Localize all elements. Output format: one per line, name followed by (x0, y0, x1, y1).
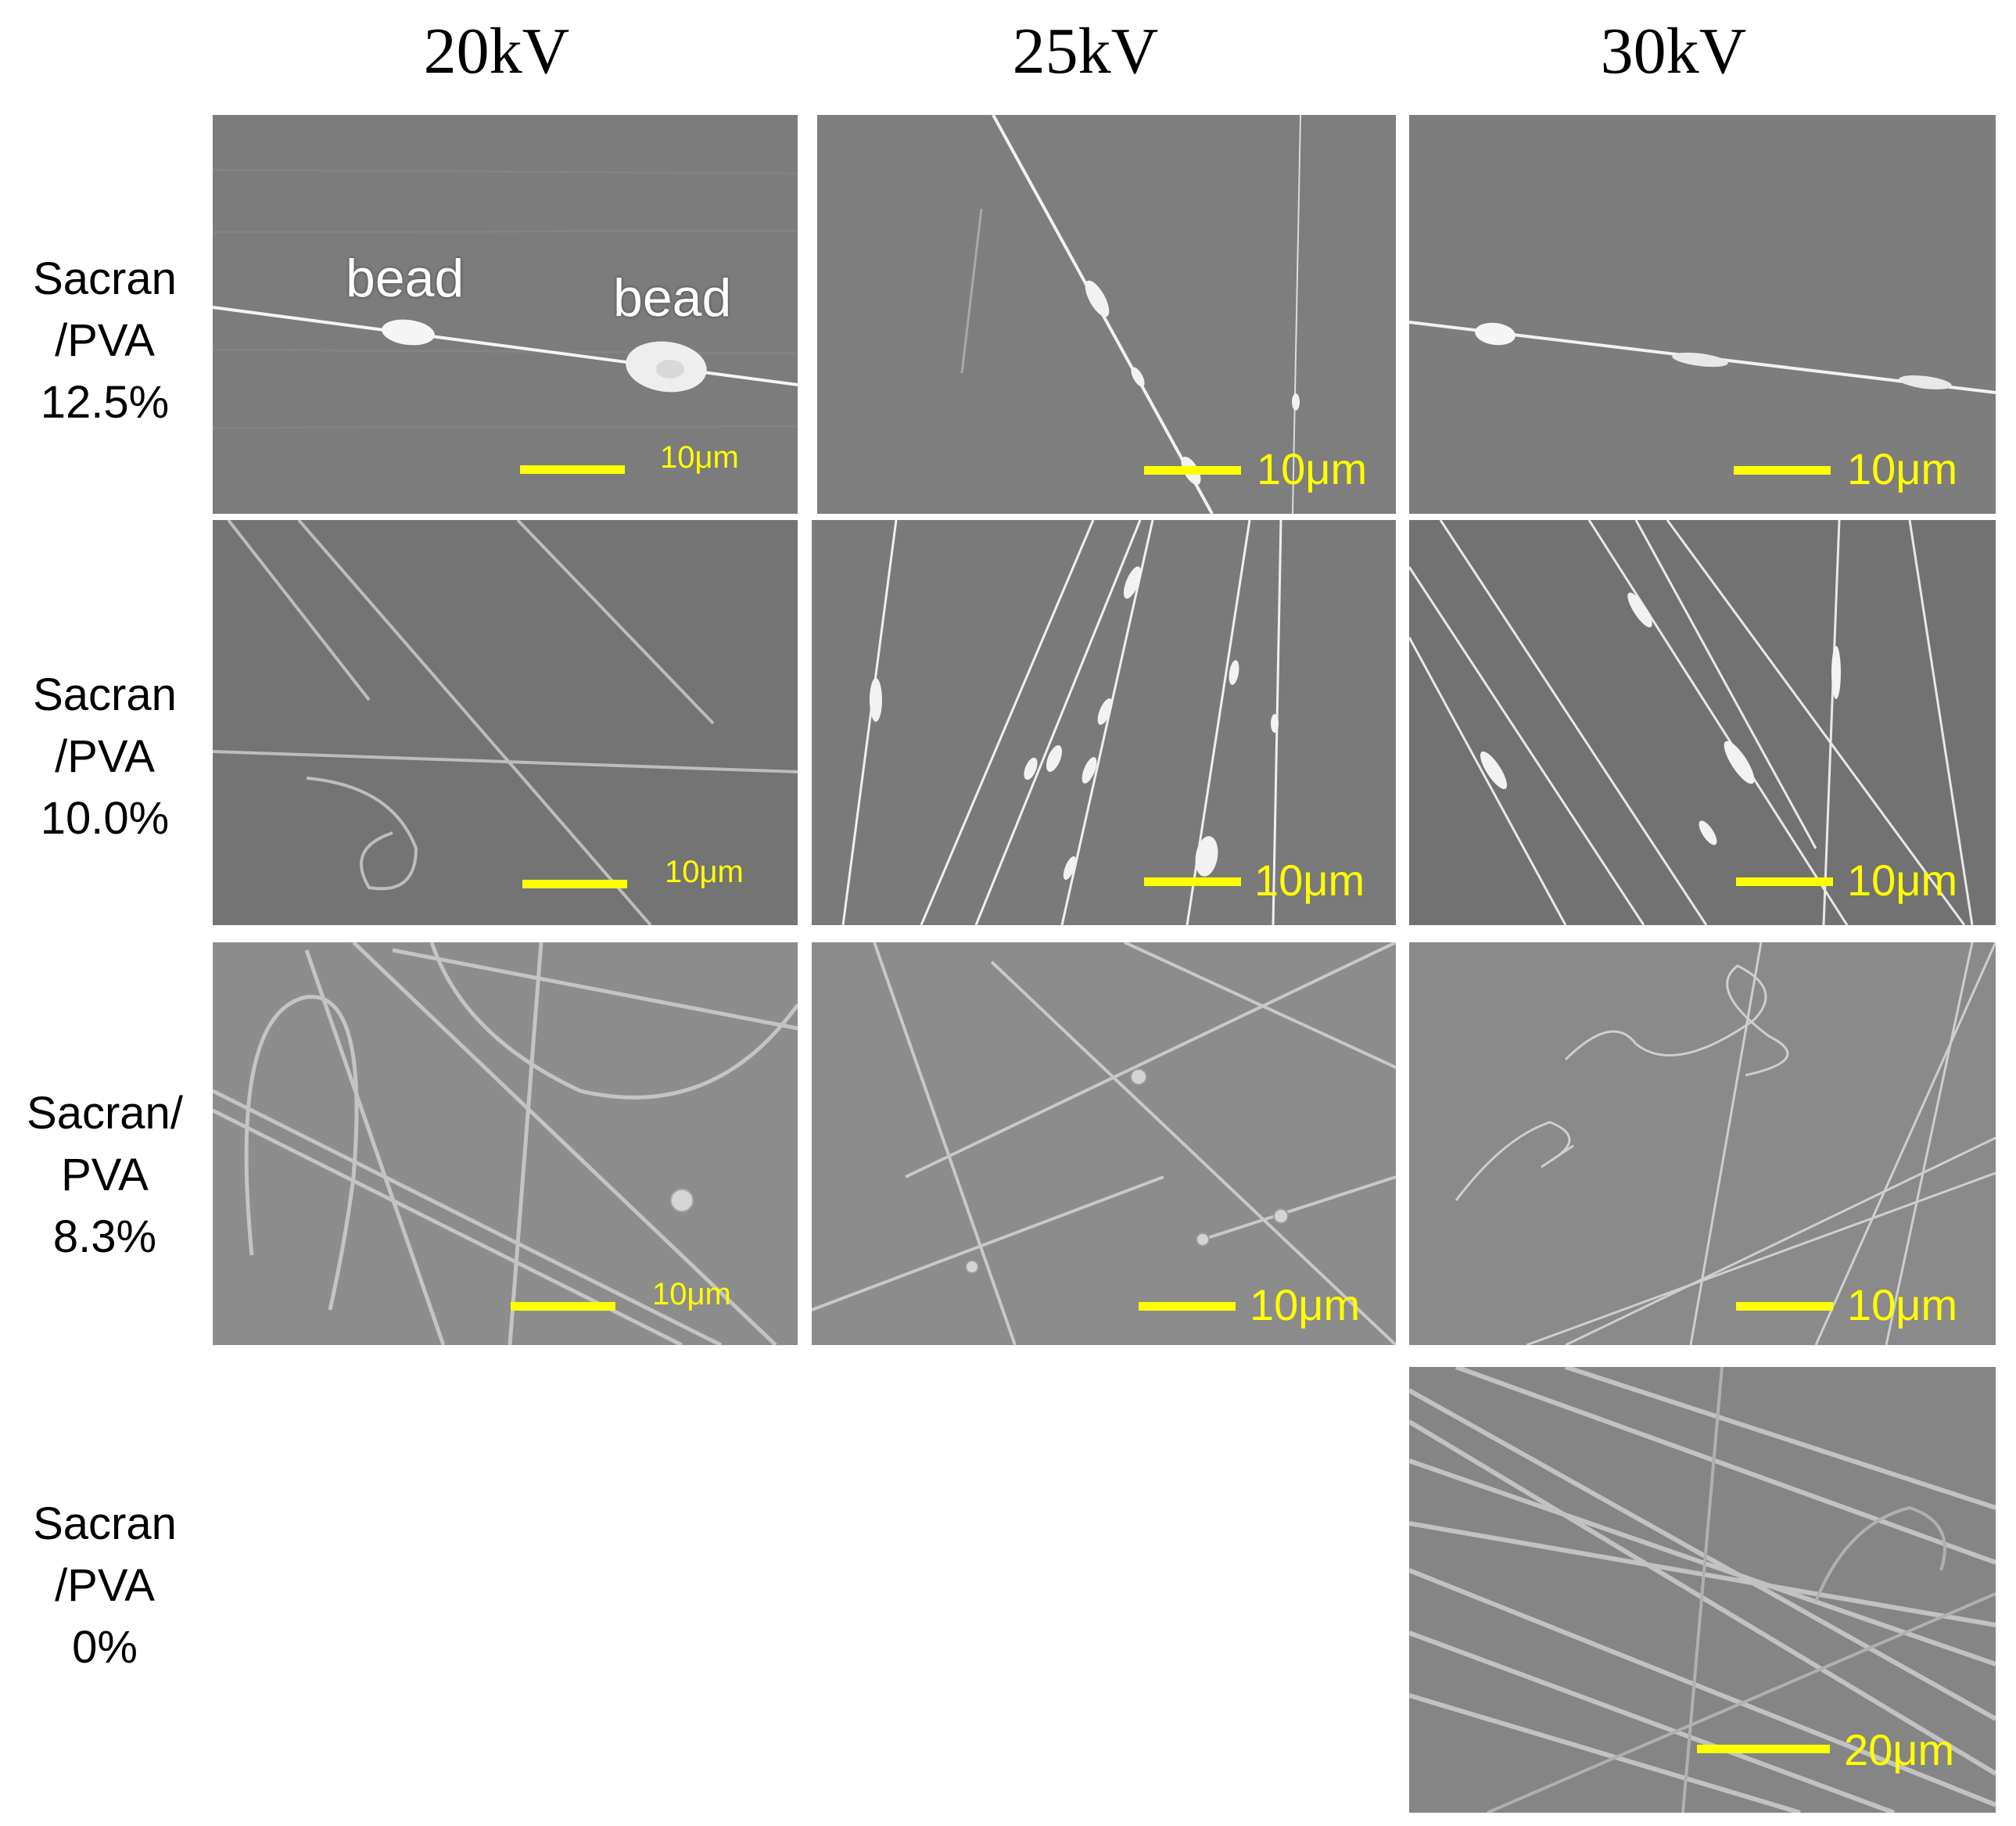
fiber-illustration (1455, 942, 1996, 1345)
sem-image-0-30kv: 20μm (1409, 1367, 1996, 1813)
fiber-illustration (1409, 520, 1974, 925)
fiber-illustration (1409, 1367, 1996, 1813)
fiber-illustration (213, 520, 798, 925)
scale-bar (520, 465, 625, 474)
row-heading-12-5: Sacran /PVA 12.5% (0, 249, 210, 434)
scale-bar (1736, 877, 1833, 886)
bead-label: bead (613, 268, 732, 328)
row-heading-line: 0% (72, 1621, 138, 1673)
fiber-illustration (1409, 321, 1996, 394)
column-heading-20kv: 20kV (423, 15, 570, 88)
bead-label: bead (346, 249, 465, 308)
sem-image-8-3-20kv: 10μm (213, 942, 798, 1345)
fiber-illustration (841, 520, 1282, 925)
row-heading-line: Sacran (33, 669, 177, 720)
row-heading-line: PVA (61, 1149, 149, 1200)
fiber-illustration (213, 942, 798, 1345)
fiber-illustration (960, 115, 1301, 514)
scale-bar (522, 880, 627, 888)
sem-image-8-3-30kv: 10μm (1409, 942, 1996, 1345)
sem-image-12-5-20kv: bead bead 10μm (213, 115, 798, 514)
scale-bar (1697, 1745, 1830, 1753)
row-heading-line: Sacran (33, 253, 177, 304)
scale-label: 10μm (1254, 856, 1365, 905)
scale-bar (1144, 877, 1241, 886)
scale-label: 10μm (1847, 856, 1958, 905)
scale-label: 10μm (652, 1277, 731, 1311)
row-heading-10-0: Sacran /PVA 10.0% (0, 665, 210, 850)
scale-label: 10μm (1847, 1280, 1958, 1329)
sem-image-10-0-20kv: 10μm (213, 520, 798, 925)
fiber-illustration (213, 168, 798, 429)
scale-bar (1139, 1302, 1236, 1311)
row-heading-0: Sacran /PVA 0% (0, 1494, 210, 1679)
row-heading-8-3: Sacran/ PVA 8.3% (0, 1083, 210, 1268)
row-heading-line: Sacran (33, 1498, 177, 1549)
sem-image-10-0-30kv: 10μm (1409, 520, 1996, 925)
scale-bar (1736, 1302, 1833, 1311)
row-heading-line: /PVA (55, 730, 155, 782)
sem-image-12-5-30kv: 10μm (1409, 115, 1996, 514)
scale-bar (1734, 466, 1831, 475)
row-heading-line: 8.3% (52, 1211, 157, 1262)
sem-image-8-3-25kv: 10μm (812, 942, 1396, 1345)
scale-label: 10μm (660, 440, 739, 475)
scale-label: 10μm (665, 855, 744, 889)
column-heading-25kv: 25kV (1012, 15, 1159, 88)
sem-image-12-5-25kv: 10μm (817, 115, 1396, 514)
scale-bar (1144, 466, 1241, 475)
column-heading-30kv: 30kV (1600, 15, 1747, 88)
scale-label: 10μm (1250, 1280, 1361, 1329)
row-heading-line: /PVA (55, 314, 155, 366)
fiber-illustration (812, 942, 1396, 1345)
sem-image-10-0-25kv: 10μm (812, 520, 1396, 925)
row-heading-line: 10.0% (40, 792, 170, 844)
row-heading-line: /PVA (55, 1559, 155, 1611)
scale-label: 10μm (1257, 444, 1368, 493)
row-heading-line: 12.5% (40, 376, 170, 428)
scale-label: 10μm (1847, 444, 1958, 493)
row-heading-line: Sacran/ (27, 1088, 183, 1139)
scale-label: 20μm (1844, 1725, 1955, 1774)
scale-bar (511, 1302, 615, 1311)
